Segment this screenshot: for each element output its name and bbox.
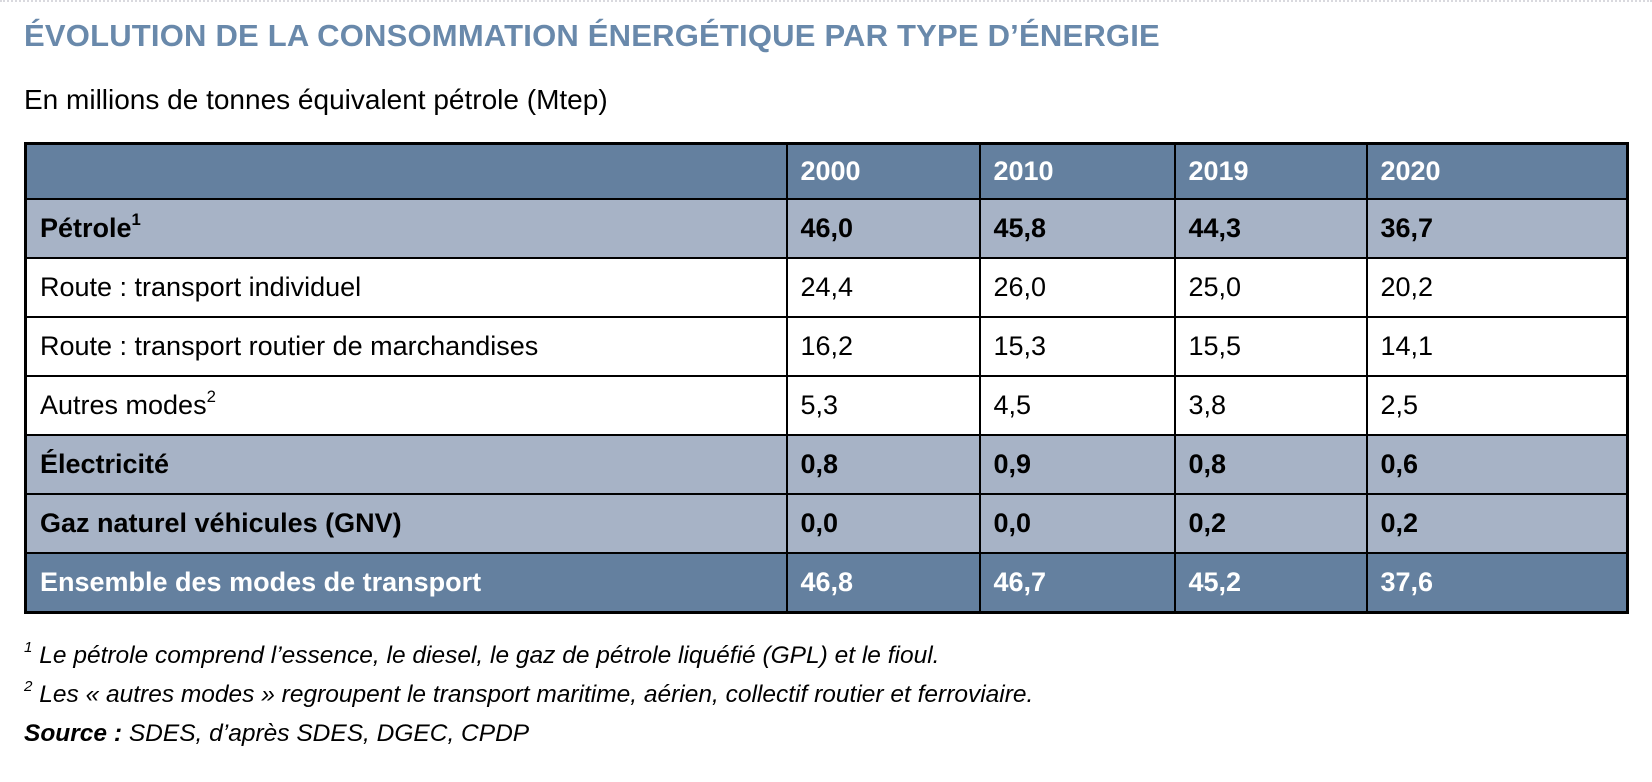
cell-value: 25,0 xyxy=(1173,257,1368,318)
header-cell-year-2020: 2020 xyxy=(1365,142,1629,200)
source-line: Source : SDES, d’après SDES, DGEC, CPDP xyxy=(24,714,1628,753)
cell-value: 46,0 xyxy=(785,198,981,259)
source-text: SDES, d’après SDES, DGEC, CPDP xyxy=(122,720,530,747)
row-label: Pétrole1 xyxy=(24,198,788,259)
cell-value: 45,8 xyxy=(978,198,1176,259)
table-header-row: 2000 2010 2019 2020 xyxy=(24,142,1629,200)
table-row-route-marchandises: Route : transport routier de marchandise… xyxy=(24,316,1629,377)
table-row-petrole: Pétrole1 46,0 45,8 44,3 36,7 xyxy=(24,198,1629,259)
table-row-route-individuel: Route : transport individuel 24,4 26,0 2… xyxy=(24,257,1629,318)
cell-value: 46,7 xyxy=(978,552,1176,614)
row-label: Autres modes2 xyxy=(24,375,788,436)
cell-value: 44,3 xyxy=(1173,198,1368,259)
cell-value: 37,6 xyxy=(1365,552,1629,614)
cell-value: 2,5 xyxy=(1365,375,1629,436)
cell-value: 26,0 xyxy=(978,257,1176,318)
table-row-electricite: Électricité 0,8 0,9 0,8 0,6 xyxy=(24,434,1629,495)
cell-value: 20,2 xyxy=(1365,257,1629,318)
row-label: Électricité xyxy=(24,434,788,495)
row-label-text: Autres modes xyxy=(40,390,207,420)
cell-value: 0,8 xyxy=(785,434,981,495)
source-label: Source : xyxy=(24,720,123,747)
energy-consumption-table: 2000 2010 2019 2020 Pétrole1 46,0 45,8 4… xyxy=(24,142,1629,614)
table-row-ensemble-total: Ensemble des modes de transport 46,8 46,… xyxy=(24,552,1629,614)
row-label-text: Pétrole xyxy=(40,213,132,243)
cell-value: 3,8 xyxy=(1173,375,1368,436)
table-row-gnv: Gaz naturel véhicules (GNV) 0,0 0,0 0,2 … xyxy=(24,493,1629,554)
cell-value: 0,2 xyxy=(1173,493,1368,554)
row-label-text: Gaz naturel véhicules (GNV) xyxy=(40,508,402,538)
cell-value: 14,1 xyxy=(1365,316,1629,377)
cell-value: 15,3 xyxy=(978,316,1176,377)
row-label: Gaz naturel véhicules (GNV) xyxy=(24,493,788,554)
footnote-1-text: Le pétrole comprend l’essence, le diesel… xyxy=(32,642,940,669)
row-label-text: Ensemble des modes de transport xyxy=(40,567,482,597)
cell-value: 0,6 xyxy=(1365,434,1629,495)
cell-value: 0,0 xyxy=(978,493,1176,554)
header-cell-year-2010: 2010 xyxy=(978,142,1176,200)
footnote-ref-2: 2 xyxy=(206,387,216,406)
top-dotted-divider xyxy=(0,0,1652,2)
cell-value: 15,5 xyxy=(1173,316,1368,377)
footnote-2: 2 Les « autres modes » regroupent le tra… xyxy=(24,675,1628,714)
row-label: Route : transport individuel xyxy=(24,257,788,318)
cell-value: 0,2 xyxy=(1365,493,1629,554)
header-cell-empty xyxy=(24,142,788,200)
table-row-autres-modes: Autres modes2 5,3 4,5 3,8 2,5 xyxy=(24,375,1629,436)
cell-value: 5,3 xyxy=(785,375,981,436)
footnote-2-marker: 2 xyxy=(24,677,33,695)
row-label-text: Route : transport individuel xyxy=(40,272,362,302)
cell-value: 0,8 xyxy=(1173,434,1368,495)
figure-title: ÉVOLUTION DE LA CONSOMMATION ÉNERGÉTIQUE… xyxy=(24,18,1160,53)
cell-value: 0,9 xyxy=(978,434,1176,495)
footnotes-block: 1 Le pétrole comprend l’essence, le dies… xyxy=(24,636,1628,753)
row-label: Ensemble des modes de transport xyxy=(24,552,788,614)
unit-subtitle: En millions de tonnes équivalent pétrole… xyxy=(24,84,608,115)
footnote-ref-1: 1 xyxy=(131,210,141,229)
cell-value: 45,2 xyxy=(1173,552,1368,614)
cell-value: 4,5 xyxy=(978,375,1176,436)
footnote-1-marker: 1 xyxy=(24,638,33,656)
cell-value: 16,2 xyxy=(785,316,981,377)
row-label: Route : transport routier de marchandise… xyxy=(24,316,788,377)
cell-value: 24,4 xyxy=(785,257,981,318)
cell-value: 0,0 xyxy=(785,493,981,554)
footnote-2-text: Les « autres modes » regroupent le trans… xyxy=(32,681,1034,708)
cell-value: 46,8 xyxy=(785,552,981,614)
footnote-1: 1 Le pétrole comprend l’essence, le dies… xyxy=(24,636,1628,675)
header-cell-year-2019: 2019 xyxy=(1173,142,1368,200)
header-cell-year-2000: 2000 xyxy=(785,142,981,200)
cell-value: 36,7 xyxy=(1365,198,1629,259)
row-label-text: Électricité xyxy=(40,449,170,479)
row-label-text: Route : transport routier de marchandise… xyxy=(40,331,539,361)
